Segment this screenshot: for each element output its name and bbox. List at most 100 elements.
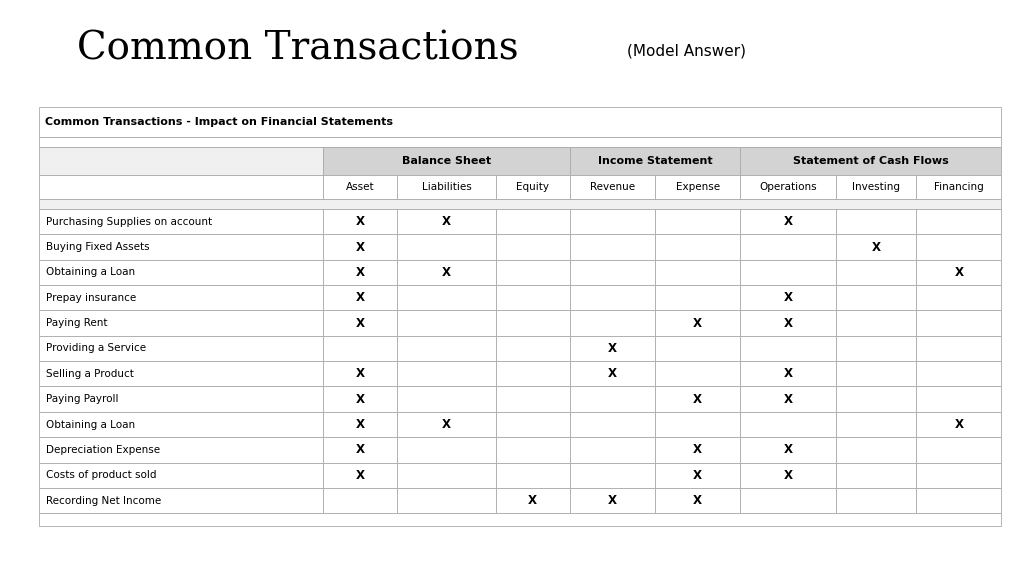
FancyBboxPatch shape [496,234,570,260]
FancyBboxPatch shape [570,209,655,234]
FancyBboxPatch shape [397,488,496,513]
Text: Depreciation Expense: Depreciation Expense [46,445,160,455]
FancyBboxPatch shape [39,437,323,463]
FancyBboxPatch shape [655,209,740,234]
Text: Common Transactions: Common Transactions [77,31,518,67]
FancyBboxPatch shape [496,310,570,336]
Text: X: X [784,317,793,329]
FancyBboxPatch shape [740,260,837,285]
FancyBboxPatch shape [740,412,837,437]
FancyBboxPatch shape [496,285,570,310]
Text: Paying Payroll: Paying Payroll [46,394,119,404]
Text: Obtaining a Loan: Obtaining a Loan [46,419,135,430]
FancyBboxPatch shape [39,285,323,310]
FancyBboxPatch shape [837,209,916,234]
FancyBboxPatch shape [39,310,323,336]
FancyBboxPatch shape [916,463,1001,488]
Text: X: X [954,418,964,431]
FancyBboxPatch shape [323,260,397,285]
FancyBboxPatch shape [570,285,655,310]
FancyBboxPatch shape [740,234,837,260]
FancyBboxPatch shape [397,209,496,234]
FancyBboxPatch shape [323,386,397,412]
Text: X: X [355,317,365,329]
FancyBboxPatch shape [323,147,570,175]
FancyBboxPatch shape [740,285,837,310]
FancyBboxPatch shape [916,386,1001,412]
FancyBboxPatch shape [740,147,1001,175]
Text: X: X [355,266,365,279]
FancyBboxPatch shape [39,107,1001,137]
Text: X: X [784,215,793,228]
FancyBboxPatch shape [323,310,397,336]
FancyBboxPatch shape [740,336,837,361]
FancyBboxPatch shape [837,437,916,463]
Text: X: X [693,444,702,456]
FancyBboxPatch shape [496,412,570,437]
FancyBboxPatch shape [837,463,916,488]
Text: Statement of Cash Flows: Statement of Cash Flows [793,156,949,166]
FancyBboxPatch shape [916,310,1001,336]
Text: Expense: Expense [676,181,720,192]
FancyBboxPatch shape [655,175,740,199]
Text: X: X [954,266,964,279]
FancyBboxPatch shape [740,361,837,386]
Text: Selling a Product: Selling a Product [46,369,134,379]
Text: X: X [442,418,451,431]
FancyBboxPatch shape [655,336,740,361]
FancyBboxPatch shape [916,437,1001,463]
FancyBboxPatch shape [323,209,397,234]
FancyBboxPatch shape [837,336,916,361]
FancyBboxPatch shape [740,488,837,513]
FancyBboxPatch shape [397,437,496,463]
FancyBboxPatch shape [39,137,1001,147]
FancyBboxPatch shape [916,209,1001,234]
FancyBboxPatch shape [916,488,1001,513]
FancyBboxPatch shape [39,361,323,386]
Text: Financing: Financing [934,181,984,192]
FancyBboxPatch shape [397,412,496,437]
FancyBboxPatch shape [916,175,1001,199]
Text: Providing a Service: Providing a Service [46,343,146,354]
Text: X: X [355,367,365,380]
Text: Operations: Operations [760,181,817,192]
Text: Prepay insurance: Prepay insurance [46,293,136,303]
Text: X: X [784,444,793,456]
Text: Recording Net Income: Recording Net Income [46,495,162,506]
FancyBboxPatch shape [39,412,323,437]
FancyBboxPatch shape [496,361,570,386]
Text: X: X [784,469,793,482]
Text: X: X [355,393,365,406]
FancyBboxPatch shape [655,412,740,437]
FancyBboxPatch shape [397,234,496,260]
FancyBboxPatch shape [655,361,740,386]
FancyBboxPatch shape [837,412,916,437]
FancyBboxPatch shape [323,175,397,199]
FancyBboxPatch shape [655,310,740,336]
FancyBboxPatch shape [397,310,496,336]
Text: X: X [608,494,617,507]
Text: X: X [693,317,702,329]
Text: Paying Rent: Paying Rent [46,318,108,328]
Text: X: X [355,444,365,456]
FancyBboxPatch shape [570,488,655,513]
Text: Balance Sheet: Balance Sheet [401,156,490,166]
FancyBboxPatch shape [837,260,916,285]
Text: X: X [693,469,702,482]
FancyBboxPatch shape [397,285,496,310]
Text: X: X [355,291,365,304]
FancyBboxPatch shape [39,386,323,412]
Text: X: X [871,241,881,253]
FancyBboxPatch shape [655,488,740,513]
Text: X: X [528,494,538,507]
FancyBboxPatch shape [916,234,1001,260]
FancyBboxPatch shape [323,234,397,260]
FancyBboxPatch shape [837,234,916,260]
FancyBboxPatch shape [740,175,837,199]
FancyBboxPatch shape [655,285,740,310]
FancyBboxPatch shape [496,386,570,412]
FancyBboxPatch shape [570,412,655,437]
FancyBboxPatch shape [323,463,397,488]
FancyBboxPatch shape [39,147,323,175]
Text: Asset: Asset [346,181,375,192]
